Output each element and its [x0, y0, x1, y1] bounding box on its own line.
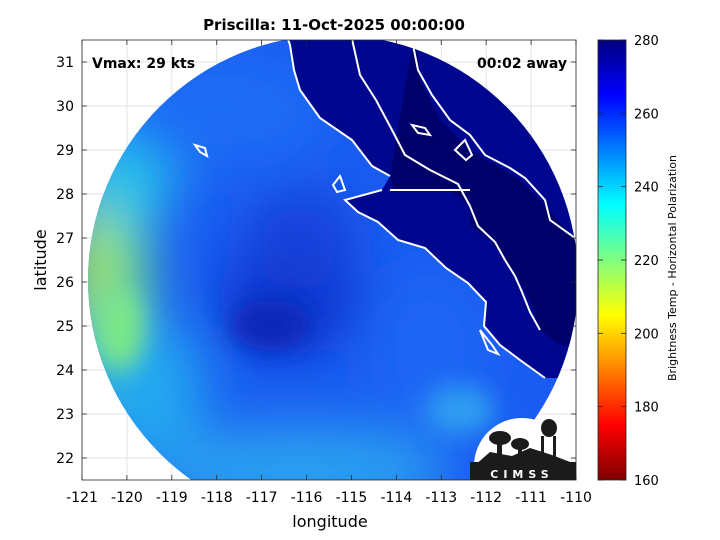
plot-title: Priscilla: 11-Oct-2025 00:00:00: [203, 16, 465, 34]
x-tick-label: -110: [560, 490, 592, 506]
x-axis-label: longitude: [292, 512, 367, 531]
x-tick-label: -111: [515, 490, 547, 506]
x-tick-label: -121: [66, 490, 98, 506]
y-tick-label: 25: [56, 319, 74, 335]
y-tick-label: 30: [56, 99, 74, 115]
colorbar-tick-label: 280: [634, 34, 659, 49]
x-tick-label: -117: [246, 490, 278, 506]
coastline: [192, 40, 576, 379]
y-axis-label: latitude: [31, 229, 50, 290]
y-tick-label: 27: [56, 231, 74, 247]
colorbar-tick-label: 220: [634, 254, 659, 269]
y-axis: 22 23 24 25 26 27 28 29 30 31: [56, 55, 576, 467]
cimss-logo: CIMSS: [470, 418, 576, 481]
y-tick-label: 22: [56, 451, 74, 467]
y-tick-label: 31: [56, 55, 74, 71]
x-tick-label: -118: [201, 490, 233, 506]
x-tick-label: -115: [336, 490, 368, 506]
x-tick-label: -112: [470, 490, 502, 506]
y-tick-label: 24: [56, 363, 74, 379]
colorbar-label: Brightness Temp - Horizontal Polarizatio…: [666, 155, 679, 381]
time-away-annotation: 00:02 away: [477, 56, 567, 72]
colorbar-tick-label: 180: [634, 401, 659, 416]
y-tick-label: 29: [56, 143, 74, 159]
colorbar-tick-label: 240: [634, 181, 659, 196]
x-tick-label: -114: [380, 490, 412, 506]
y-tick-label: 28: [56, 187, 74, 203]
y-tick-label: 26: [56, 275, 74, 291]
vmax-annotation: Vmax: 29 kts: [92, 56, 195, 72]
colorbar-tick-label: 200: [634, 327, 659, 342]
x-axis: -121 -120 -119 -118 -117 -116 -115 -114 -113 -112…: [66, 40, 592, 506]
colorbar-tick-label: 160: [634, 474, 659, 489]
y-tick-label: 23: [56, 407, 74, 423]
x-tick-label: -116: [291, 490, 323, 506]
colorbar-ticks: 280 260 240 220 200 180 160: [598, 34, 659, 489]
colorbar-tick-label: 260: [634, 107, 659, 122]
axes-box: [81, 39, 577, 481]
x-tick-label: -120: [111, 490, 143, 506]
cimss-logo-text: CIMSS: [490, 468, 553, 481]
x-tick-label: -113: [425, 490, 457, 506]
x-tick-label: -119: [156, 490, 188, 506]
